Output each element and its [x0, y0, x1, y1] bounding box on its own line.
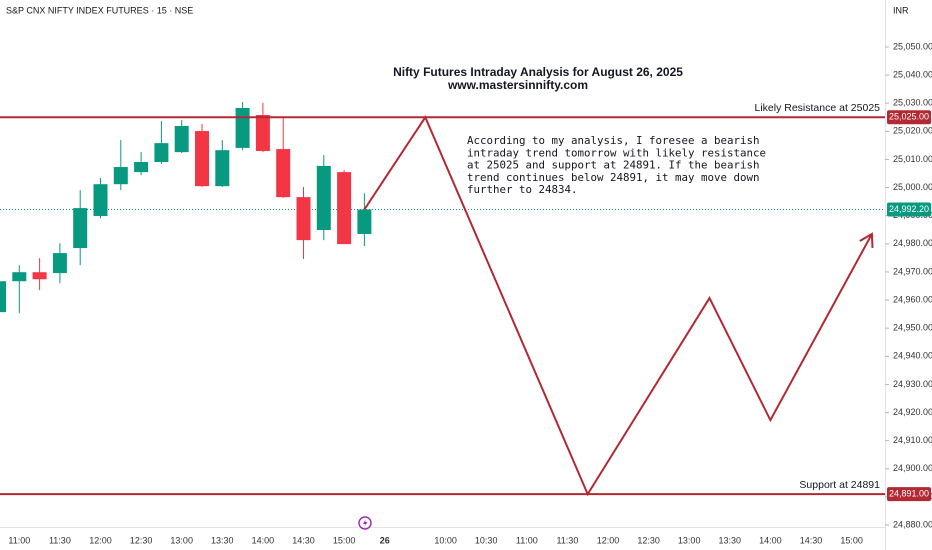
y-tick-label: 25,050.00 [893, 41, 932, 51]
candle-body [215, 150, 230, 187]
projection-arrowhead [859, 232, 874, 249]
x-tick-label: 13:00 [170, 535, 193, 545]
event-bolt [363, 519, 368, 527]
candle-body [357, 209, 372, 234]
y-tick-label: 24,980.00 [893, 238, 932, 248]
candle-body [0, 281, 6, 313]
annotation-line: at 25025 and support at 24891. If the be… [467, 159, 760, 172]
x-tick-label: 26 [380, 535, 390, 545]
candle-body [73, 208, 88, 249]
candle-body [93, 184, 108, 216]
candle-body [52, 253, 67, 274]
x-tick-label: 11:30 [556, 535, 578, 545]
candle-body [195, 131, 209, 187]
candle-body [235, 107, 250, 148]
currency: INR [893, 5, 909, 15]
candle-body [154, 143, 169, 162]
annotation-line: intraday trend tomorrow with likely resi… [467, 146, 766, 159]
chart-subtitle: www.mastersinnifty.com [447, 78, 588, 92]
candle-body [255, 115, 270, 152]
x-tick-label: 12:30 [637, 535, 660, 545]
y-tick-label: 25,030.00 [893, 98, 932, 108]
candle-body [32, 272, 47, 280]
events-icon[interactable] [358, 516, 372, 530]
y-tick-label: 24,930.00 [893, 379, 932, 389]
price-label-box [887, 487, 931, 502]
candle-body [134, 161, 149, 173]
y-tick-label: 24,960.00 [893, 294, 932, 304]
annotation-line: According to my analysis, I foresee a be… [467, 134, 760, 147]
y-tick-label: 25,010.00 [893, 154, 932, 164]
y-tick-label: 25,040.00 [893, 69, 932, 79]
candle-body [296, 197, 311, 241]
x-tick-label: 15:00 [333, 535, 356, 545]
x-tick-label: 11:30 [49, 535, 71, 545]
price-label-box [887, 202, 931, 217]
y-tick-label: 24,880.00 [893, 519, 932, 529]
candle-body [12, 272, 27, 282]
candle-body [113, 167, 128, 185]
y-tick-label: 25,020.00 [893, 126, 932, 136]
price-label: 24,891.00 [889, 488, 929, 498]
projection-path [363, 115, 873, 497]
y-tick-label: 24,950.00 [893, 323, 932, 333]
x-tick-label: 12:00 [597, 535, 620, 545]
candle-body [337, 172, 352, 245]
x-tick-label: 13:30 [719, 535, 742, 545]
annotation-line: trend continues below 24891, it may move… [467, 171, 760, 184]
y-tick-label: 24,900.00 [893, 463, 932, 473]
y-tick-label: 24,970.00 [893, 266, 932, 276]
x-tick-label: 13:00 [678, 535, 701, 545]
level-name: Support at 24891 [799, 479, 880, 491]
symbol-header: S&P CNX NIFTY INDEX FUTURES · 15 · NSE [6, 5, 193, 15]
x-tick-label: 14:30 [292, 535, 315, 545]
y-tick-label: 24,910.00 [893, 435, 932, 445]
y-tick-label: 25,000.00 [893, 182, 932, 192]
x-tick-label: 10:30 [475, 535, 498, 545]
x-tick-label: 15:00 [840, 535, 863, 545]
candle-body [316, 165, 331, 231]
x-tick-label: 14:30 [800, 535, 823, 545]
x-tick-label: 13:30 [211, 535, 234, 545]
y-tick-label: 24,940.00 [893, 351, 932, 361]
candle-body [276, 149, 291, 198]
price-label: 24,992.20 [889, 204, 929, 214]
x-tick-label: 14:00 [759, 535, 782, 545]
event-circle [358, 516, 372, 530]
y-tick-label: 24,920.00 [893, 407, 932, 417]
x-tick-label: 12:30 [130, 535, 153, 545]
x-tick-label: 14:00 [252, 535, 275, 545]
candle-body [174, 125, 189, 153]
x-tick-label: 12:00 [89, 535, 112, 545]
x-tick-label: 10:00 [434, 535, 457, 545]
x-tick-label: 11:00 [516, 535, 538, 545]
price-label-box [887, 110, 931, 125]
price-label: 25,025.00 [889, 112, 929, 122]
chart-title: Nifty Futures Intraday Analysis for Augu… [393, 65, 683, 79]
annotation-line: further to 24834. [467, 183, 578, 196]
x-tick-label: 11:00 [8, 535, 30, 545]
level-name: Likely Resistance at 25025 [755, 102, 881, 114]
